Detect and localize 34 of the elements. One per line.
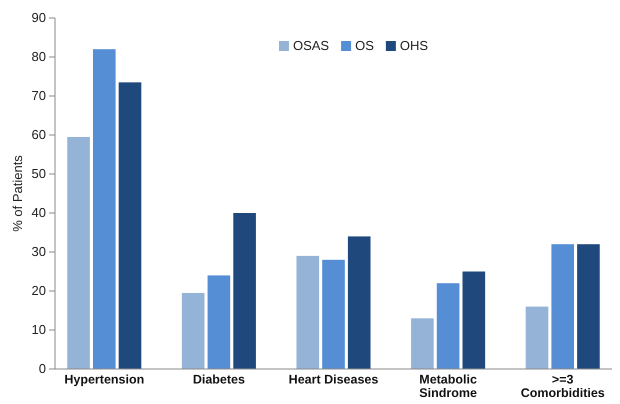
- bar: [348, 236, 371, 369]
- bar: [67, 136, 90, 369]
- y-tick-label: 40: [32, 205, 46, 220]
- y-tick-label: 0: [38, 361, 46, 376]
- bar: [577, 244, 600, 369]
- x-tick-label: Metabolic Sindrome: [419, 372, 477, 400]
- bar: [92, 49, 116, 369]
- legend-label: OSAS: [292, 38, 330, 53]
- bar: [462, 272, 486, 369]
- y-tick-label: 30: [32, 244, 46, 260]
- y-tick-label: 80: [32, 49, 46, 64]
- y-tick-label: 60: [32, 127, 46, 142]
- y-tick-label: 90: [32, 10, 46, 26]
- y-tick-label: 20: [32, 283, 46, 298]
- x-tick-label: Heart Diseases: [288, 372, 378, 386]
- y-tick-label: 70: [32, 88, 46, 104]
- y-axis-title: % of Patients: [10, 154, 25, 232]
- bar: [322, 260, 345, 369]
- bar: [436, 283, 460, 369]
- bar: [233, 213, 256, 369]
- legend-label: OS: [355, 38, 374, 53]
- bar: [411, 318, 434, 369]
- x-tick-label: Diabetes: [192, 372, 245, 386]
- x-tick-label: >=3 Comorbidities: [520, 372, 605, 400]
- bar: [296, 256, 320, 369]
- bar: [526, 306, 548, 369]
- bar: [182, 292, 204, 369]
- bar: [208, 275, 230, 369]
- bar: [551, 244, 574, 369]
- y-tick-label: 50: [32, 166, 46, 182]
- y-tick-label: 10: [32, 322, 46, 338]
- x-tick-label: Hypertension: [64, 372, 144, 386]
- legend-label: OHS: [400, 38, 428, 53]
- bar: [118, 82, 142, 369]
